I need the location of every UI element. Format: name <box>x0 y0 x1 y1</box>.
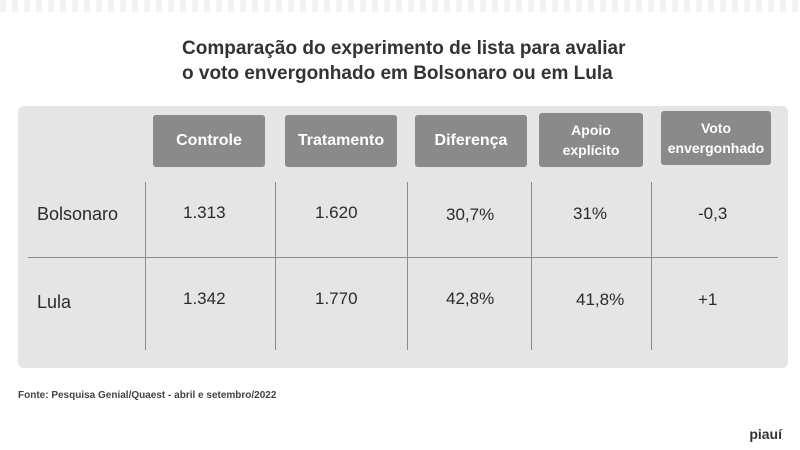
column-divider <box>275 182 276 350</box>
column-divider <box>407 182 408 350</box>
chart-title: Comparação do experimento de lista para … <box>182 36 702 86</box>
column-header-diferenca: Diferença <box>415 115 527 167</box>
table-cell: 1.620 <box>315 203 358 222</box>
top-decorative-strip <box>0 0 800 12</box>
table-cell: 30,7% <box>446 205 495 224</box>
column-header-label-line-2: envergonhado <box>667 140 765 156</box>
table-cell: 31% <box>573 204 608 223</box>
brand-logo: piauí <box>749 426 782 442</box>
column-header-label: Tratamento <box>297 132 385 149</box>
column-divider <box>531 182 532 350</box>
row-divider <box>28 257 778 258</box>
table-panel: Controle Tratamento Diferença Apoio expl… <box>18 106 788 368</box>
column-header-label-line-2: explícito <box>562 142 620 158</box>
column-header-label-line-1: Voto <box>700 120 732 136</box>
column-header-label: Diferença <box>434 132 508 149</box>
column-header-label-line-1: Apoio <box>571 122 611 138</box>
column-header-voto-envergonhado: Voto envergonhado <box>661 111 771 165</box>
column-divider <box>145 182 146 350</box>
table-cell: +1 <box>698 290 718 309</box>
table-cell: 41,8% <box>576 290 625 309</box>
chart-title-line-2: o voto envergonhado em Bolsonaro ou em L… <box>182 63 613 84</box>
table-cell: 1.770 <box>315 289 358 308</box>
row-label-lula: Lula <box>37 292 72 312</box>
column-header-tratamento: Tratamento <box>285 115 397 167</box>
row-label-bolsonaro: Bolsonaro <box>37 204 119 224</box>
table-cell: 42,8% <box>446 289 495 308</box>
table-cell: 1.313 <box>183 203 226 222</box>
table-cell: -0,3 <box>698 204 728 223</box>
column-divider <box>651 182 652 350</box>
column-header-controle: Controle <box>153 115 265 167</box>
source-note: Fonte: Pesquisa Genial/Quaest - abril e … <box>18 390 277 401</box>
chart-title-line-1: Comparação do experimento de lista para … <box>182 38 626 59</box>
column-header-apoio-explicito: Apoio explícito <box>539 113 643 167</box>
table-cell: 1.342 <box>183 289 226 308</box>
column-header-label: Controle <box>176 132 242 149</box>
